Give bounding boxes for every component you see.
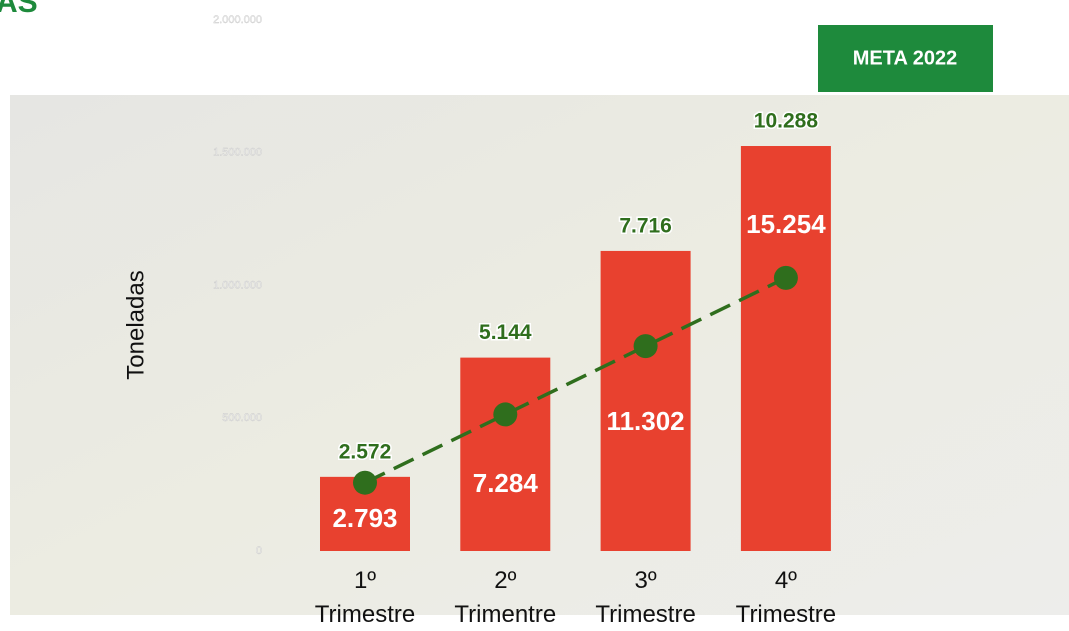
bar <box>740 146 831 552</box>
bar-value-label: 7.284 <box>473 468 539 498</box>
line-value-label: 7.716 <box>619 214 672 237</box>
line-value-label: 10.288 <box>754 110 819 133</box>
x-tick-label: 2º Trimentre <box>454 567 556 628</box>
y2-tick-label: 2.000.000 <box>213 14 262 26</box>
bar-value-label: 2.793 <box>332 503 397 533</box>
y2-tick-label: 1.500.000 <box>213 147 262 159</box>
bar <box>600 250 691 552</box>
y2-tick-label: 1.000.000 <box>213 279 262 291</box>
bar-value-label: 15.254 <box>746 209 826 239</box>
line <box>364 276 787 485</box>
line-value-label: 5.144 <box>479 321 532 344</box>
bar-value-label: 11.302 <box>607 406 685 436</box>
x-tick-label: 3º Trimestre <box>595 567 695 628</box>
legend-box <box>818 25 993 92</box>
x-tick-label: 4º Trimestre <box>736 567 836 628</box>
legend-label: META 2022 <box>853 47 957 69</box>
line-value-label: 2.572 <box>339 440 392 463</box>
line-point <box>493 402 518 427</box>
y2-tick-label: 0 <box>256 545 262 557</box>
x-tick-label: 1º Trimestre <box>315 567 415 628</box>
chart-title: AS <box>0 0 38 19</box>
y2-tick-label: 500.000 <box>222 412 262 424</box>
line-point <box>353 470 377 495</box>
y-axis-label: Toneladas <box>122 270 149 379</box>
line-point <box>773 265 798 290</box>
line-point <box>633 334 658 359</box>
bar <box>460 357 551 551</box>
